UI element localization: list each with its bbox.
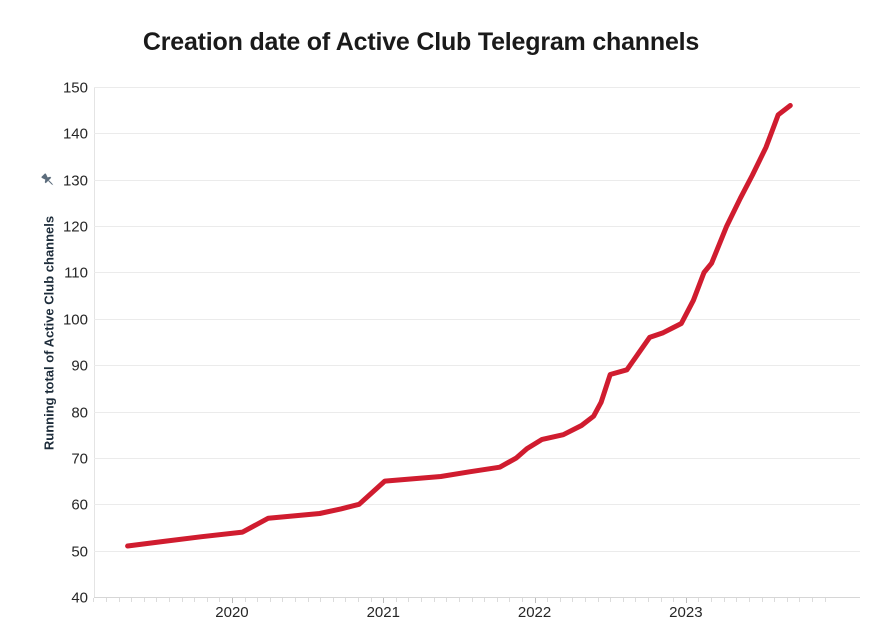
month-tick-mark [774, 598, 776, 602]
month-tick-mark [358, 598, 360, 602]
month-tick-mark [824, 598, 826, 602]
year-tick-mark [383, 598, 385, 603]
month-tick-mark [799, 598, 801, 602]
gridline [94, 411, 860, 413]
month-tick-mark [559, 598, 561, 602]
month-tick-mark [736, 598, 738, 602]
month-tick-mark [622, 598, 624, 602]
gridline [94, 504, 860, 506]
y-tick-label: 100 [62, 311, 88, 329]
month-tick-mark [572, 598, 574, 602]
month-tick-mark [610, 598, 612, 602]
month-tick-mark [496, 598, 498, 602]
y-axis-line [94, 87, 95, 598]
trend-line-plot [125, 103, 793, 549]
month-tick-mark [547, 598, 549, 602]
gridline [94, 272, 860, 274]
gridline [94, 550, 860, 552]
month-tick-mark [194, 598, 196, 602]
month-tick-mark [181, 598, 183, 602]
month-tick-mark [131, 598, 133, 602]
gridline [94, 179, 860, 181]
month-tick-mark [320, 598, 322, 602]
month-tick-mark [458, 598, 460, 602]
month-tick-mark [786, 598, 788, 602]
month-tick-mark [295, 598, 297, 602]
month-tick-mark [509, 598, 511, 602]
gridline [94, 87, 860, 88]
gridline [94, 133, 860, 135]
y-tick-label: 80 [71, 404, 88, 422]
month-tick-mark [332, 598, 334, 602]
month-tick-mark [660, 598, 662, 602]
month-tick-mark [635, 598, 637, 602]
month-tick-mark [269, 598, 271, 602]
month-tick-mark [307, 598, 309, 602]
gridline [94, 226, 860, 228]
x-tick-label: 2021 [366, 604, 400, 621]
month-tick-mark [433, 598, 435, 602]
y-tick-label: 120 [62, 218, 88, 236]
month-tick-mark [244, 598, 246, 602]
gridline [94, 597, 860, 598]
month-tick-mark [484, 598, 486, 602]
year-tick-mark [534, 598, 536, 603]
month-tick-mark [723, 598, 725, 602]
month-tick-mark [105, 598, 107, 602]
month-tick-mark [219, 598, 221, 602]
y-tick-label: 70 [71, 450, 88, 468]
x-tick-label: 2023 [669, 604, 703, 621]
month-tick-mark [395, 598, 397, 602]
y-tick-label: 110 [64, 264, 88, 282]
trend-line [125, 103, 793, 549]
month-tick-mark [597, 598, 599, 602]
y-tick-label: 40 [71, 589, 88, 607]
plot-area [94, 87, 860, 598]
chart-title: Creation date of Active Club Telegram ch… [142, 28, 700, 56]
gridline [94, 457, 860, 459]
year-tick-mark [231, 598, 233, 603]
y-tick-label: 140 [62, 125, 88, 143]
month-tick-mark [345, 598, 347, 602]
x-tick-label: 2022 [517, 604, 552, 621]
x-tick-label: 2020 [215, 604, 249, 621]
y-tick-label: 50 [71, 543, 88, 561]
y-tick-label: 150 [62, 79, 88, 97]
month-tick-mark [168, 598, 170, 602]
gridline [94, 365, 860, 367]
month-tick-mark [206, 598, 208, 602]
month-tick-mark [673, 598, 675, 602]
month-tick-mark [143, 598, 145, 602]
month-tick-mark [118, 598, 120, 602]
month-tick-mark [421, 598, 423, 602]
month-tick-mark [584, 598, 586, 602]
month-tick-mark [648, 598, 650, 602]
month-tick-mark [93, 598, 95, 602]
y-tick-label: 90 [71, 357, 88, 375]
month-tick-mark [761, 598, 763, 602]
gridline [94, 318, 860, 320]
month-tick-mark [471, 598, 473, 602]
month-tick-mark [698, 598, 700, 602]
month-tick-mark [521, 598, 523, 602]
month-tick-mark [156, 598, 158, 602]
month-tick-mark [408, 598, 410, 602]
month-tick-mark [370, 598, 372, 602]
year-tick-mark [685, 598, 687, 603]
month-tick-mark [446, 598, 448, 602]
month-tick-mark [748, 598, 750, 602]
month-tick-mark [711, 598, 713, 602]
month-tick-mark [282, 598, 284, 602]
y-tick-label: 130 [62, 172, 88, 190]
pushpin-icon [41, 173, 54, 186]
month-tick-mark [257, 598, 259, 602]
month-tick-mark [811, 598, 813, 602]
y-tick-label: 60 [71, 496, 88, 514]
